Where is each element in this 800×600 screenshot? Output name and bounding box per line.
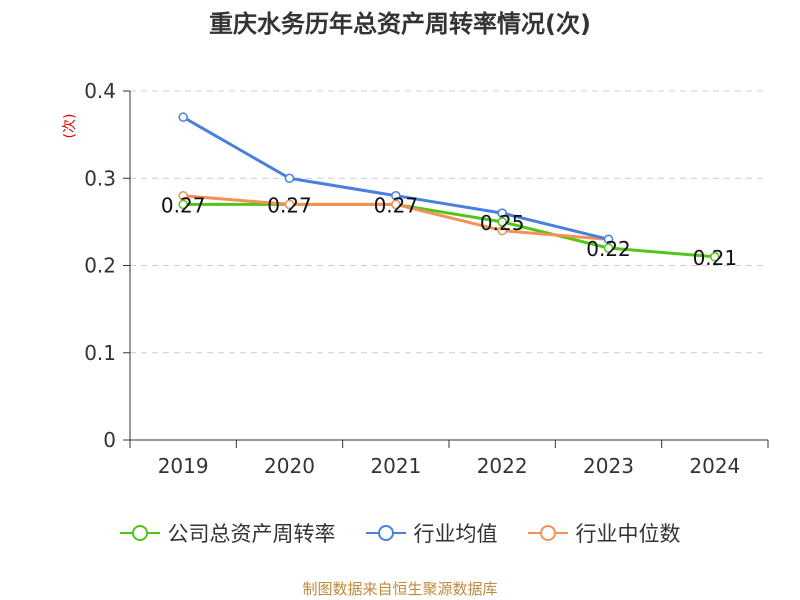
x-tick-label: 2020 bbox=[264, 454, 315, 478]
series-point-industry_median bbox=[284, 199, 295, 210]
y-tick-label: 0.2 bbox=[84, 254, 116, 278]
series-lines bbox=[178, 112, 720, 262]
x-tick-label: 2022 bbox=[477, 454, 528, 478]
legend-item-industry-avg[interactable]: 行业均值 bbox=[365, 518, 498, 548]
legend-industry-median-label: 行业中位数 bbox=[575, 522, 681, 546]
grid-lines bbox=[130, 90, 768, 354]
series-point-industry_avg bbox=[391, 190, 401, 201]
data-label: 0.27 bbox=[374, 193, 419, 217]
series-point-industry_avg bbox=[284, 173, 295, 183]
series-point-company bbox=[710, 252, 720, 262]
legend-industry-avg-icon bbox=[365, 525, 406, 541]
legend-industry-median-icon bbox=[527, 525, 568, 541]
series-point-industry_median bbox=[178, 190, 188, 201]
data-label: 0.27 bbox=[161, 193, 206, 217]
series-point-industry_avg bbox=[497, 208, 507, 218]
source-note: 制图数据来自恒生聚源数据库 bbox=[302, 580, 498, 598]
data-label: 0.27 bbox=[267, 193, 312, 217]
series-line-company bbox=[183, 202, 715, 259]
legend-item-company[interactable]: 公司总资产周转率 bbox=[119, 518, 336, 548]
legend: 公司总资产周转率 行业均值 行业中位数 bbox=[0, 518, 800, 548]
x-tick-label: 2023 bbox=[583, 454, 634, 478]
y-tick-label: 0.1 bbox=[84, 341, 116, 365]
x-tick-label: 2019 bbox=[158, 454, 209, 478]
y-tick-label: 0.3 bbox=[84, 166, 116, 190]
legend-industry-avg-label: 行业均值 bbox=[413, 522, 498, 546]
chart-title: 重庆水务历年总资产周转率情况(次) bbox=[209, 10, 591, 38]
y-tick-label: 0 bbox=[103, 428, 116, 452]
axes: 0 0.1 0.2 0.3 0.4 2019 2020 2021 2022 2023 2024 bbox=[84, 79, 769, 478]
legend-company-icon bbox=[119, 525, 160, 541]
legend-industry-median-marker bbox=[539, 525, 556, 541]
series-point-industry_avg bbox=[603, 234, 614, 245]
data-label: 0.25 bbox=[480, 211, 525, 235]
data-labels: 0.27 0.27 0.27 0.25 0.22 0.21 bbox=[161, 193, 737, 269]
legend-item-industry-median[interactable]: 行业中位数 bbox=[527, 518, 681, 548]
data-label: 0.22 bbox=[586, 237, 631, 261]
y-tick-label: 0.4 bbox=[84, 79, 116, 103]
legend-industry-avg-marker bbox=[377, 525, 394, 541]
series-point-industry_avg bbox=[178, 112, 188, 122]
legend-company-label: 公司总资产周转率 bbox=[167, 522, 336, 546]
legend-company-marker bbox=[131, 525, 148, 541]
x-tick-label: 2024 bbox=[689, 454, 740, 478]
x-tick-label: 2021 bbox=[370, 454, 421, 478]
y-axis-unit-label: (次) bbox=[62, 114, 78, 139]
series-point-industry_median bbox=[497, 225, 507, 236]
data-label: 0.21 bbox=[693, 246, 738, 270]
